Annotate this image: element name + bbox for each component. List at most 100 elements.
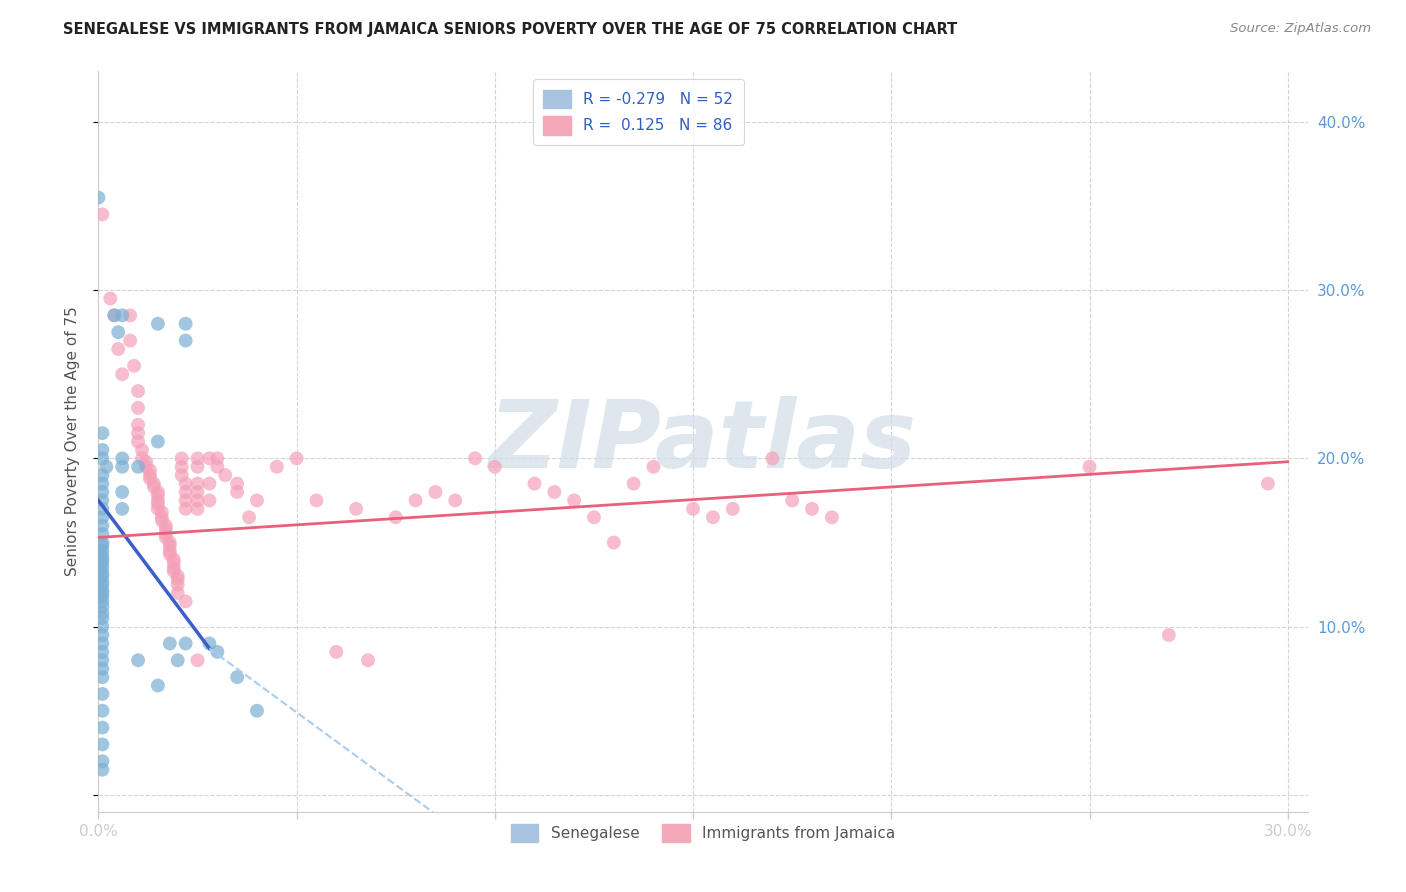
Point <box>91 468 114 483</box>
Point <box>91 207 114 221</box>
Point <box>91 599 114 614</box>
Point <box>131 442 153 457</box>
Point <box>91 611 114 625</box>
Point <box>384 510 406 524</box>
Point <box>91 569 114 583</box>
Point <box>174 493 197 508</box>
Legend: Senegalese, Immigrants from Jamaica: Senegalese, Immigrants from Jamaica <box>505 818 901 848</box>
Point <box>523 476 546 491</box>
Point <box>146 501 169 516</box>
Point <box>761 451 783 466</box>
Point <box>159 535 181 549</box>
Point <box>91 451 114 466</box>
Point <box>91 704 114 718</box>
Point <box>127 384 149 398</box>
Point <box>186 493 208 508</box>
Point <box>198 476 221 491</box>
Text: SENEGALESE VS IMMIGRANTS FROM JAMAICA SENIORS POVERTY OVER THE AGE OF 75 CORRELA: SENEGALESE VS IMMIGRANTS FROM JAMAICA SE… <box>63 22 957 37</box>
Point <box>91 687 114 701</box>
Point <box>146 497 169 511</box>
Point <box>163 556 186 570</box>
Point <box>166 573 188 587</box>
Point <box>246 493 269 508</box>
Point <box>603 535 626 549</box>
Point <box>91 662 114 676</box>
Point <box>344 501 367 516</box>
Point <box>91 510 114 524</box>
Point <box>111 451 134 466</box>
Point <box>159 544 181 558</box>
Point <box>91 763 114 777</box>
Point <box>226 485 249 500</box>
Point <box>91 653 114 667</box>
Point <box>186 501 208 516</box>
Point <box>146 434 169 449</box>
Point <box>166 653 188 667</box>
Point <box>127 434 149 449</box>
Point <box>1257 476 1279 491</box>
Point <box>103 309 125 323</box>
Point <box>131 451 153 466</box>
Point <box>96 459 118 474</box>
Point <box>91 552 114 566</box>
Point <box>186 451 208 466</box>
Point <box>107 325 129 339</box>
Point <box>198 493 221 508</box>
Point <box>146 679 169 693</box>
Point <box>111 501 134 516</box>
Point <box>174 485 197 500</box>
Point <box>582 510 605 524</box>
Point <box>325 645 347 659</box>
Point <box>91 527 114 541</box>
Point <box>91 577 114 591</box>
Point <box>91 476 114 491</box>
Point <box>163 564 186 578</box>
Point <box>91 590 114 604</box>
Point <box>780 493 803 508</box>
Point <box>91 442 114 457</box>
Point <box>214 468 236 483</box>
Point <box>91 426 114 441</box>
Point <box>91 582 114 597</box>
Point <box>682 501 704 516</box>
Point <box>155 527 177 541</box>
Point <box>186 476 208 491</box>
Point <box>174 476 197 491</box>
Point <box>91 645 114 659</box>
Point <box>721 501 744 516</box>
Point <box>91 594 114 608</box>
Point <box>135 455 157 469</box>
Point <box>91 721 114 735</box>
Point <box>120 334 142 348</box>
Point <box>139 471 162 485</box>
Point <box>155 518 177 533</box>
Point <box>127 653 149 667</box>
Point <box>226 476 249 491</box>
Point <box>285 451 308 466</box>
Point <box>266 459 288 474</box>
Text: ZIPatlas: ZIPatlas <box>489 395 917 488</box>
Point <box>155 531 177 545</box>
Point <box>405 493 427 508</box>
Text: Source: ZipAtlas.com: Source: ZipAtlas.com <box>1230 22 1371 36</box>
Point <box>166 577 188 591</box>
Point <box>174 334 197 348</box>
Point <box>146 485 169 500</box>
Point <box>91 636 114 650</box>
Point <box>146 493 169 508</box>
Point <box>186 653 208 667</box>
Y-axis label: Seniors Poverty Over the Age of 75: Seniors Poverty Over the Age of 75 <box>65 307 80 576</box>
Point <box>127 417 149 432</box>
Point <box>484 459 506 474</box>
Point <box>357 653 380 667</box>
Point <box>146 317 169 331</box>
Point <box>120 309 142 323</box>
Point <box>562 493 585 508</box>
Point <box>702 510 724 524</box>
Point <box>91 606 114 620</box>
Point <box>166 569 188 583</box>
Point <box>464 451 486 466</box>
Point <box>142 480 165 494</box>
Point <box>111 485 134 500</box>
Point <box>91 670 114 684</box>
